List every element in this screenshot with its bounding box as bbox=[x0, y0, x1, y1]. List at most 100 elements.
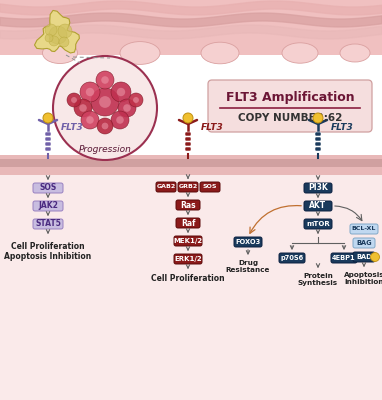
Circle shape bbox=[79, 104, 87, 112]
Text: Drug
Resistance: Drug Resistance bbox=[226, 260, 270, 273]
Circle shape bbox=[116, 116, 124, 124]
Circle shape bbox=[118, 99, 136, 117]
Circle shape bbox=[81, 111, 99, 129]
Text: mTOR: mTOR bbox=[306, 221, 330, 227]
Text: Raf: Raf bbox=[181, 218, 195, 228]
Text: COPY NUMBER:62: COPY NUMBER:62 bbox=[238, 113, 342, 123]
Circle shape bbox=[97, 118, 113, 134]
FancyBboxPatch shape bbox=[315, 132, 321, 136]
Bar bbox=[0, 155, 382, 175]
Ellipse shape bbox=[120, 42, 160, 64]
Text: FLT3: FLT3 bbox=[201, 124, 224, 132]
FancyBboxPatch shape bbox=[174, 236, 202, 246]
Circle shape bbox=[371, 252, 379, 262]
Circle shape bbox=[59, 37, 69, 47]
Text: Protein
Synthesis: Protein Synthesis bbox=[298, 273, 338, 286]
FancyBboxPatch shape bbox=[331, 253, 357, 263]
FancyBboxPatch shape bbox=[350, 224, 378, 234]
FancyBboxPatch shape bbox=[45, 132, 51, 136]
FancyBboxPatch shape bbox=[45, 147, 51, 151]
FancyBboxPatch shape bbox=[234, 237, 262, 247]
FancyBboxPatch shape bbox=[33, 219, 63, 229]
Text: ERK1/2: ERK1/2 bbox=[174, 256, 202, 262]
Text: Progression: Progression bbox=[79, 146, 131, 154]
Circle shape bbox=[45, 24, 57, 36]
Text: FLT3 Amplification: FLT3 Amplification bbox=[226, 91, 354, 104]
FancyBboxPatch shape bbox=[315, 137, 321, 141]
Polygon shape bbox=[34, 10, 79, 53]
Circle shape bbox=[99, 96, 111, 108]
Text: 4EBP1: 4EBP1 bbox=[332, 255, 356, 261]
FancyBboxPatch shape bbox=[353, 252, 375, 262]
Text: p70S6: p70S6 bbox=[280, 255, 304, 261]
Text: BCL-XL: BCL-XL bbox=[352, 226, 376, 232]
Circle shape bbox=[133, 97, 139, 103]
Circle shape bbox=[43, 113, 53, 123]
Ellipse shape bbox=[201, 42, 239, 64]
FancyBboxPatch shape bbox=[208, 80, 372, 132]
FancyBboxPatch shape bbox=[174, 254, 202, 264]
Circle shape bbox=[117, 88, 125, 96]
Circle shape bbox=[86, 88, 94, 96]
Bar bbox=[0, 0, 382, 155]
Circle shape bbox=[91, 88, 119, 116]
Circle shape bbox=[101, 76, 109, 84]
Circle shape bbox=[45, 34, 53, 42]
FancyBboxPatch shape bbox=[45, 142, 51, 146]
Circle shape bbox=[58, 24, 72, 38]
Ellipse shape bbox=[42, 42, 78, 64]
FancyBboxPatch shape bbox=[200, 182, 220, 192]
FancyBboxPatch shape bbox=[304, 219, 332, 229]
Circle shape bbox=[74, 99, 92, 117]
Ellipse shape bbox=[282, 43, 318, 63]
Bar bbox=[0, 175, 382, 400]
Bar bbox=[0, 0, 382, 55]
FancyBboxPatch shape bbox=[45, 137, 51, 141]
Text: MEK1/2: MEK1/2 bbox=[173, 238, 202, 244]
Circle shape bbox=[111, 111, 129, 129]
Text: BAG: BAG bbox=[356, 240, 372, 246]
Circle shape bbox=[49, 36, 59, 46]
FancyBboxPatch shape bbox=[185, 147, 191, 151]
FancyBboxPatch shape bbox=[185, 142, 191, 146]
Text: AKT: AKT bbox=[309, 202, 327, 210]
Circle shape bbox=[86, 116, 94, 124]
Text: Apoptosis
Inhibition: Apoptosis Inhibition bbox=[344, 272, 382, 285]
Bar bbox=[0, 159, 382, 167]
FancyBboxPatch shape bbox=[178, 182, 198, 192]
Text: SOS: SOS bbox=[39, 184, 57, 192]
Text: SOS: SOS bbox=[203, 184, 217, 190]
Circle shape bbox=[53, 56, 157, 160]
FancyBboxPatch shape bbox=[185, 137, 191, 141]
FancyBboxPatch shape bbox=[176, 218, 200, 228]
Circle shape bbox=[183, 113, 193, 123]
Ellipse shape bbox=[340, 44, 370, 62]
Text: FLT3: FLT3 bbox=[61, 124, 84, 132]
Circle shape bbox=[313, 113, 323, 123]
Text: Cell Proliferation: Cell Proliferation bbox=[151, 274, 225, 283]
FancyBboxPatch shape bbox=[185, 132, 191, 136]
FancyBboxPatch shape bbox=[33, 183, 63, 193]
Text: Ras: Ras bbox=[180, 200, 196, 210]
Text: STAT5: STAT5 bbox=[35, 220, 61, 228]
FancyBboxPatch shape bbox=[315, 147, 321, 151]
FancyBboxPatch shape bbox=[304, 183, 332, 193]
Circle shape bbox=[111, 82, 131, 102]
Text: FOXO3: FOXO3 bbox=[235, 239, 261, 245]
FancyBboxPatch shape bbox=[33, 201, 63, 211]
FancyBboxPatch shape bbox=[315, 142, 321, 146]
FancyBboxPatch shape bbox=[353, 238, 375, 248]
Circle shape bbox=[49, 26, 67, 44]
Text: BAD: BAD bbox=[356, 254, 372, 260]
Circle shape bbox=[102, 123, 108, 129]
Circle shape bbox=[123, 104, 131, 112]
Text: GAB2: GAB2 bbox=[156, 184, 176, 190]
FancyBboxPatch shape bbox=[279, 253, 305, 263]
Text: Cell Proliferation
Apoptosis Inhibition: Cell Proliferation Apoptosis Inhibition bbox=[4, 242, 92, 262]
Text: PI3K: PI3K bbox=[308, 184, 328, 192]
Text: GRB2: GRB2 bbox=[178, 184, 197, 190]
FancyBboxPatch shape bbox=[156, 182, 176, 192]
Text: FLT3: FLT3 bbox=[331, 124, 354, 132]
Circle shape bbox=[80, 82, 100, 102]
Circle shape bbox=[67, 93, 81, 107]
